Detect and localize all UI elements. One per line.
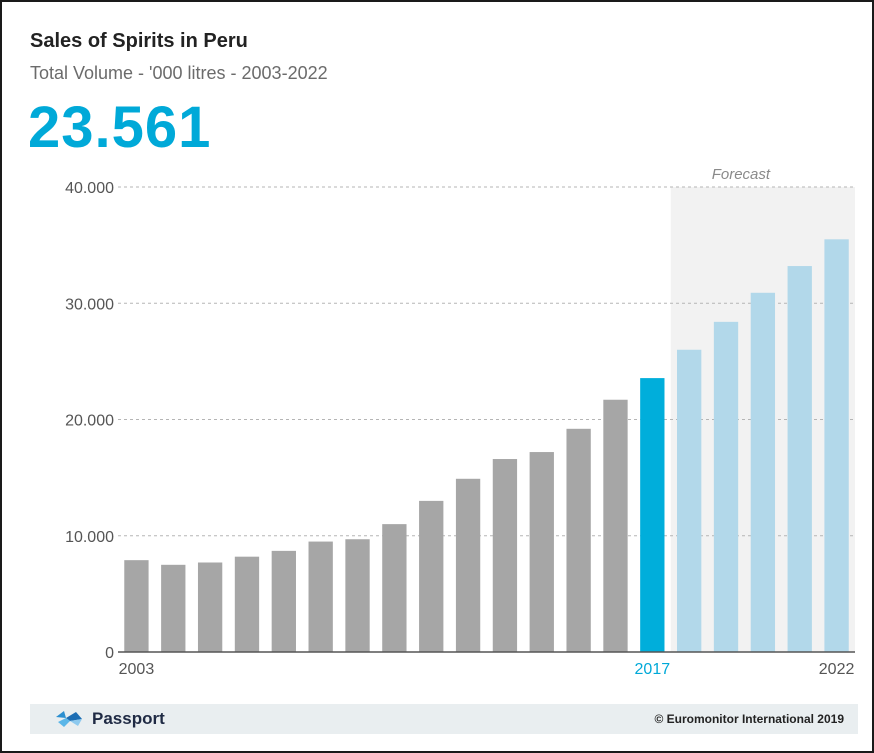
bar-2006[interactable]	[234, 556, 260, 652]
bar-2013[interactable]	[492, 459, 518, 652]
chart-title: Sales of Spirits in Peru	[30, 30, 248, 52]
x-tick-label: 2003	[119, 661, 155, 678]
bar-2016[interactable]	[603, 399, 628, 652]
copyright-text: © Euromonitor International 2019	[654, 712, 844, 726]
bar-2020[interactable]	[750, 292, 776, 652]
y-tick-label: 20.000	[65, 413, 114, 430]
bar-2004[interactable]	[161, 564, 186, 652]
bar-2017[interactable]	[640, 378, 665, 652]
bar-2008[interactable]	[308, 541, 333, 652]
bar-2007[interactable]	[271, 550, 296, 652]
bar-2005[interactable]	[197, 562, 223, 652]
x-tick-label: 2017	[635, 661, 671, 678]
bar-2010[interactable]	[382, 524, 407, 652]
bar-2011[interactable]	[419, 500, 444, 652]
y-tick-label: 30.000	[65, 296, 114, 313]
x-tick-label: 2022	[819, 661, 855, 678]
chart-subtitle: Total Volume - '000 litres - 2003-2022	[30, 63, 328, 83]
passport-logo-icon	[56, 711, 82, 727]
y-tick-label: 10.000	[65, 529, 114, 546]
bar-2015[interactable]	[566, 428, 591, 652]
footer-bar: Passport © Euromonitor International 201…	[30, 704, 858, 734]
bar-chart: Forecast 0 10.000 20.000 30.000 40.000 2003 201…	[65, 166, 855, 678]
bar-2019[interactable]	[713, 321, 739, 652]
bar-2022[interactable]	[824, 239, 849, 652]
bar-2003[interactable]	[124, 560, 149, 652]
forecast-label: Forecast	[712, 166, 771, 183]
highlight-value: 23.561	[28, 95, 212, 160]
bar-2012[interactable]	[455, 478, 481, 652]
y-tick-label: 0	[105, 645, 114, 662]
bar-2009[interactable]	[345, 539, 370, 652]
passport-brand-label: Passport	[92, 709, 165, 728]
bar-2018[interactable]	[677, 349, 702, 652]
bar-2014[interactable]	[529, 452, 554, 652]
y-tick-label: 40.000	[65, 180, 114, 197]
passport-brand[interactable]: Passport	[54, 709, 165, 729]
bar-2021[interactable]	[787, 266, 812, 652]
